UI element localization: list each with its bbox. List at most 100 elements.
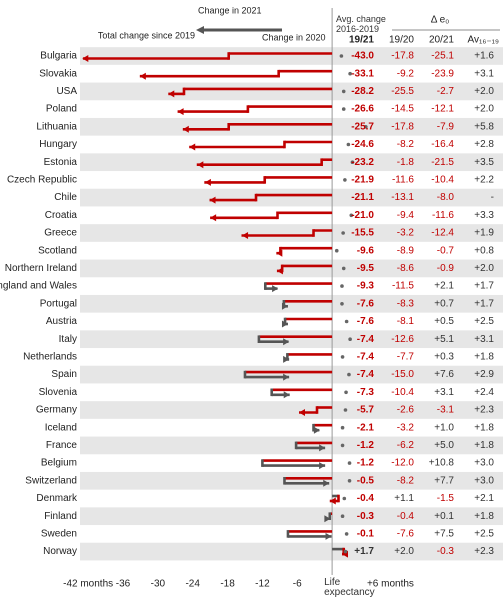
avg-dot xyxy=(350,160,355,164)
avg-dot xyxy=(342,496,347,501)
avg-dot xyxy=(341,89,346,94)
total-value: -5.7 xyxy=(357,405,375,416)
avg-value: +2.0 xyxy=(474,104,494,115)
total-value: -21.9 xyxy=(351,175,374,186)
avg-value: +1.9 xyxy=(474,228,494,239)
change-2020-value: -12.6 xyxy=(391,334,414,345)
avg-dot xyxy=(364,125,368,129)
change-2021-value: +10.8 xyxy=(429,458,455,469)
total-value: -25.7 xyxy=(351,121,374,132)
change-2020-value: -11.6 xyxy=(392,175,414,186)
avg-dot xyxy=(340,425,345,430)
change-2021-value: -3.1 xyxy=(437,405,455,416)
arrowhead xyxy=(82,55,89,62)
arrowhead xyxy=(177,108,184,116)
row-label: Croatia xyxy=(45,210,78,221)
change-2020-value: -9.2 xyxy=(397,68,415,79)
row-label: Denmark xyxy=(36,493,78,504)
row-band xyxy=(80,365,503,384)
avg-value: +2.5 xyxy=(474,316,494,327)
arrowhead xyxy=(281,320,288,328)
row-band xyxy=(80,224,503,242)
change-2020-value: -6.2 xyxy=(397,440,415,451)
change-2021-value: +0.7 xyxy=(434,298,454,309)
avg-value: +2.9 xyxy=(474,369,494,380)
change-2020-value: -7.7 xyxy=(397,352,415,363)
change-2020-value: +1.1 xyxy=(394,493,414,504)
avg-value: +3.5 xyxy=(474,157,494,168)
change-2021-value: +7.7 xyxy=(434,475,454,486)
row-label: Italy xyxy=(59,334,77,345)
change-2021-value: +1.0 xyxy=(434,422,454,433)
total-value: -7.4 xyxy=(357,334,375,345)
avg-dot xyxy=(347,479,352,483)
column-header: 19/20 xyxy=(389,35,414,46)
avg-dot xyxy=(343,408,348,412)
arrowhead xyxy=(324,515,331,523)
avg-value: +1.8 xyxy=(474,352,494,363)
arrowhead xyxy=(283,373,290,381)
change-2020-value: -2.6 xyxy=(397,405,415,416)
avg-value: +1.7 xyxy=(474,281,494,292)
avg-dot xyxy=(346,142,351,147)
row-band xyxy=(80,471,503,490)
avg-value: +2.4 xyxy=(474,387,494,398)
arrowhead xyxy=(281,302,288,310)
total-value: -0.3 xyxy=(357,511,375,522)
change-2020-value: +2.0 xyxy=(394,546,414,557)
change-2021-value: +5.1 xyxy=(434,334,454,345)
change-2020-value: -10.4 xyxy=(391,387,414,398)
avg-dot xyxy=(344,319,349,324)
total-value: -9.5 xyxy=(357,263,375,274)
change-2020-value: -12.0 xyxy=(391,458,414,469)
change-2021-value: -23.9 xyxy=(431,68,454,79)
x-tick-label: +6 months xyxy=(367,579,414,590)
total-value: +1.7 xyxy=(354,546,374,557)
change-2020-value: -8.9 xyxy=(397,245,415,256)
arrowhead xyxy=(139,72,146,80)
change-2021-value: +7.5 xyxy=(434,529,454,540)
change-2021-value: -0.3 xyxy=(437,546,455,557)
avg-dot xyxy=(344,532,349,536)
avg-dot xyxy=(343,178,347,182)
x-tick-label: -6 xyxy=(293,579,302,590)
arrowhead xyxy=(242,232,249,239)
avg-dot xyxy=(339,54,344,58)
row-label: Scotland xyxy=(38,245,77,256)
row-label: France xyxy=(46,440,78,451)
total-value: -7.3 xyxy=(357,387,375,398)
change-2021-value: -25.1 xyxy=(431,51,454,62)
avg-value: +3.1 xyxy=(474,334,494,345)
avg-value: +5.8 xyxy=(474,121,494,132)
change-2020-value: -3.2 xyxy=(397,422,415,433)
change-2021-value: -0.7 xyxy=(437,245,455,256)
arrowhead xyxy=(197,161,204,169)
arrowhead xyxy=(283,355,290,363)
row-band xyxy=(80,117,503,136)
arrowhead xyxy=(204,178,211,186)
avg-value: +2.1 xyxy=(474,493,494,504)
x-tick-label: -30 xyxy=(151,579,166,590)
row-band xyxy=(80,330,503,349)
change-2021-value: +2.1 xyxy=(434,281,454,292)
row-label: Finland xyxy=(44,511,77,522)
x-tick-label: Life expectancy xyxy=(324,577,375,598)
total-value: -9.6 xyxy=(357,245,375,256)
total-value: -28.2 xyxy=(351,86,374,97)
row-label: Portugal xyxy=(40,298,77,309)
arrowhead xyxy=(276,267,283,275)
avg-value: +2.5 xyxy=(474,529,494,540)
avg-dot xyxy=(349,213,354,218)
change-2021-value: -12.1 xyxy=(431,104,454,115)
total-value: -7.6 xyxy=(357,316,375,327)
change-2020-value: -8.6 xyxy=(397,263,415,274)
x-tick-label: -18 xyxy=(220,579,235,590)
change-2020-value: -0.4 xyxy=(397,511,415,522)
avg-value: +1.8 xyxy=(474,511,494,522)
change-2021-value: -12.4 xyxy=(431,228,454,239)
change-2021-value: -16.4 xyxy=(431,139,454,150)
row-label: USA xyxy=(56,86,77,97)
total-value: -23.2 xyxy=(351,157,374,168)
change-2021-value: -2.7 xyxy=(437,86,455,97)
